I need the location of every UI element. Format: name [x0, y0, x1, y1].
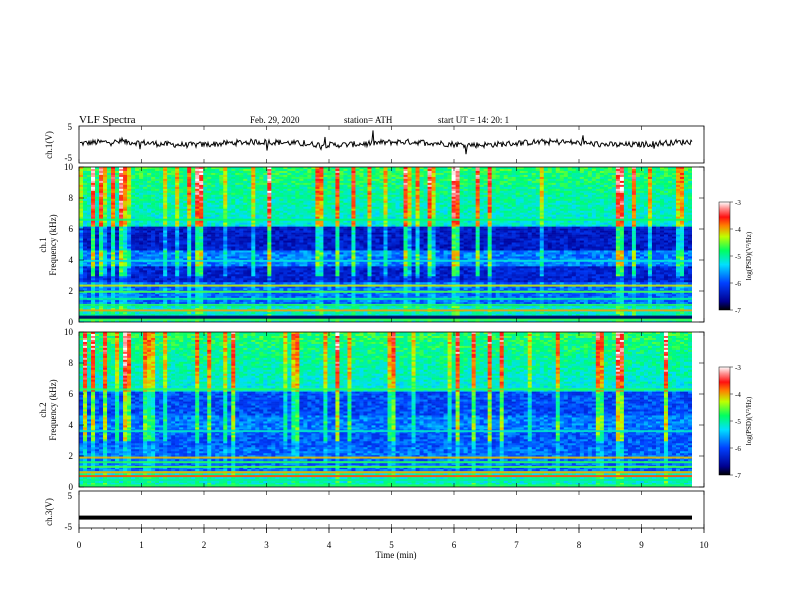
- colorbar-tick-label: -4: [735, 226, 741, 234]
- time-tick-label: 4: [327, 540, 332, 550]
- frequency-tick-label: 4: [69, 420, 74, 430]
- figure-title: VLF Spectra: [79, 114, 136, 126]
- time-axis: 0 1 2 3 4 5 6 7 8 9 10: [77, 126, 709, 550]
- ch2-spec-ylabel-frequency: Frequency (kHz): [48, 379, 58, 440]
- frequency-tick-label: 0: [69, 482, 74, 492]
- tonal-line: [79, 259, 692, 262]
- ch2-colorbar: [718, 366, 731, 476]
- ch1-ytick-bottom: -5: [65, 153, 73, 163]
- colorbar-tick-label: -6: [735, 280, 741, 288]
- ch3-ytick-top: 5: [68, 491, 73, 501]
- tonal-line: [79, 388, 692, 391]
- tonal-line: [79, 484, 692, 487]
- time-tick-label: 9: [639, 540, 644, 550]
- ch1-spec-ylabel-frequency: Frequency (kHz): [48, 214, 58, 275]
- colorbar-tick-label: -3: [735, 199, 741, 207]
- tonal-line: [79, 475, 692, 478]
- time-tick-label: 1: [139, 540, 144, 550]
- colorbar-tick-label: -3: [735, 364, 741, 372]
- frequency-tick-label: 2: [69, 451, 74, 461]
- tonal-line: [79, 456, 692, 459]
- frequency-tick-label: 10: [64, 162, 74, 172]
- tonal-line: [79, 461, 692, 464]
- date-label: Feb. 29, 2020: [250, 115, 300, 125]
- tonal-line: [79, 297, 692, 300]
- time-tick-label: 2: [202, 540, 207, 550]
- time-tick-label: 0: [77, 540, 82, 550]
- frequency-tick-label: 6: [69, 389, 74, 399]
- tonal-line: [79, 471, 692, 474]
- ch1-voltage-panel: 5 -5 ch.1(V): [44, 122, 705, 164]
- frequency-tick-label: 4: [69, 255, 74, 265]
- ch1-spec-ylabel-channel: ch.1: [38, 237, 48, 252]
- colorbar-tick-label: -7: [735, 307, 741, 315]
- ch2-spec-ylabel-channel: ch.2: [38, 402, 48, 417]
- frequency-tick-label: 2: [69, 286, 74, 296]
- tonal-line: [79, 290, 692, 293]
- station-label: station= ATH: [344, 115, 393, 125]
- tonal-line: [79, 465, 692, 468]
- frequency-tick-label: 10: [64, 327, 74, 337]
- ch3-voltage-ylabel: ch.3(V): [44, 498, 54, 526]
- tonal-line: [79, 479, 692, 481]
- ch2-spectrogram-image: [79, 332, 692, 487]
- start-time-label: start UT = 14: 20: 1: [438, 115, 509, 125]
- colorbar-tick-label: -6: [735, 445, 741, 453]
- tonal-line: [79, 318, 692, 321]
- frequency-tick-label: 6: [69, 224, 74, 234]
- tonal-line: [79, 430, 692, 433]
- tonal-line: [79, 284, 692, 287]
- tonal-line: [79, 303, 692, 306]
- time-tick-label: 10: [700, 540, 710, 550]
- ch3-voltage-trace: [79, 515, 692, 520]
- colorbar-tick-label: -7: [735, 472, 741, 480]
- ch1-spectrogram-image: [79, 167, 692, 322]
- ch1-ytick-top: 5: [68, 122, 73, 132]
- time-tick-label: 8: [577, 540, 582, 550]
- ch3-ytick-bottom: -5: [65, 522, 73, 532]
- time-axis-label: Time (min): [376, 550, 417, 560]
- frequency-tick-label: 0: [69, 317, 74, 327]
- tonal-line: [79, 317, 692, 320]
- time-tick-label: 5: [389, 540, 394, 550]
- ch1-voltage-trace: [80, 130, 693, 155]
- ch2-colorbar-label: log(PSD)(V²/Hz): [745, 396, 753, 445]
- ch3-voltage-panel: 5 -5 ch.3(V): [44, 490, 705, 532]
- time-tick-label: 7: [514, 540, 519, 550]
- colorbar-tick-label: -5: [735, 418, 741, 426]
- ch1-colorbar: [718, 201, 731, 311]
- time-tick-label: 3: [264, 540, 269, 550]
- tonal-line: [79, 309, 692, 312]
- time-tick-label: 6: [452, 540, 457, 550]
- tonal-line: [79, 315, 692, 318]
- colorbar-tick-label: -5: [735, 253, 741, 261]
- ch1-colorbar-label: log(PSD)(V²/Hz): [745, 231, 753, 280]
- colorbar-tick-label: -4: [735, 391, 741, 399]
- frequency-tick-label: 8: [69, 358, 74, 368]
- tonal-line: [79, 218, 692, 221]
- frequency-tick-label: 8: [69, 193, 74, 203]
- ch1-voltage-ylabel: ch.1(V): [44, 131, 54, 159]
